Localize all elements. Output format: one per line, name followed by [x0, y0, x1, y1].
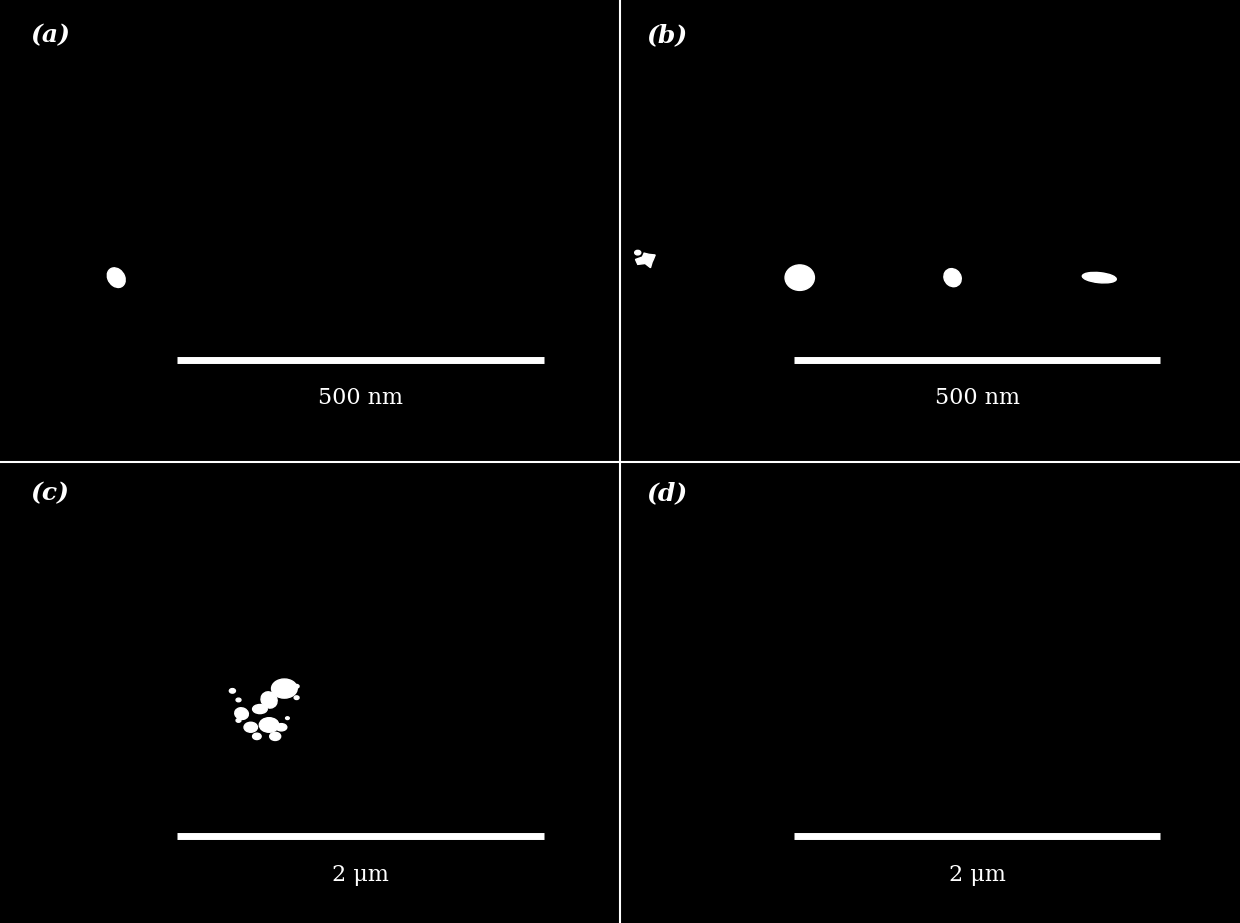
Text: 2 μm: 2 μm [332, 864, 389, 886]
Ellipse shape [259, 718, 279, 732]
Text: (c): (c) [31, 482, 69, 506]
Ellipse shape [275, 724, 286, 731]
Text: (d): (d) [647, 482, 688, 506]
Circle shape [294, 696, 299, 700]
Ellipse shape [785, 265, 815, 291]
Circle shape [294, 685, 299, 689]
Ellipse shape [272, 679, 298, 698]
Text: 500 nm: 500 nm [935, 387, 1019, 409]
Ellipse shape [244, 723, 258, 732]
Ellipse shape [108, 268, 125, 287]
Ellipse shape [1083, 272, 1116, 283]
Ellipse shape [253, 733, 262, 739]
Circle shape [285, 717, 289, 720]
Ellipse shape [253, 704, 268, 713]
Circle shape [635, 250, 641, 255]
Circle shape [229, 689, 236, 693]
Text: (b): (b) [647, 23, 688, 47]
Ellipse shape [262, 692, 277, 708]
Polygon shape [635, 253, 655, 268]
Circle shape [236, 719, 241, 723]
Ellipse shape [269, 732, 280, 740]
Text: (a): (a) [31, 23, 71, 47]
Text: 2 μm: 2 μm [949, 864, 1006, 886]
Text: 500 nm: 500 nm [319, 387, 403, 409]
Circle shape [236, 698, 241, 701]
Ellipse shape [944, 269, 961, 287]
Ellipse shape [234, 708, 248, 719]
